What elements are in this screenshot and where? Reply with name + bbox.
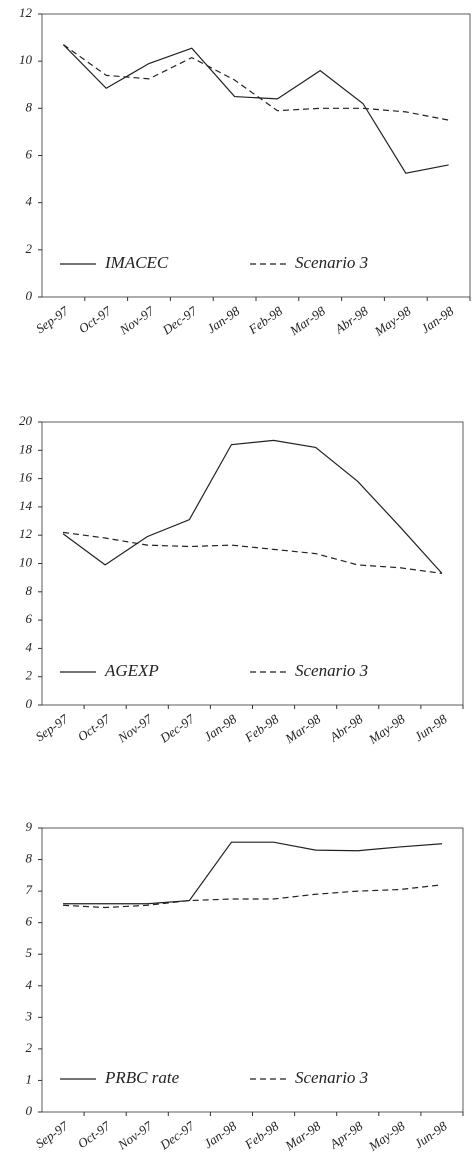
x-tick-label: Dec-97 [156,1118,197,1153]
y-tick-label: 6 [26,146,33,161]
legend-label: Scenario 3 [295,1068,368,1087]
y-tick-label: 2 [26,1040,33,1055]
y-tick-label: 3 [25,1008,33,1023]
x-tick-label: Sep-97 [33,303,72,336]
x-tick-label: Jan-98 [201,1118,240,1151]
x-tick-label: Apr-98 [326,1118,366,1152]
x-tick-label: May-98 [371,303,414,339]
y-tick-label: 0 [26,696,33,711]
data-line [63,44,449,121]
x-tick-label: Feb-98 [245,303,286,338]
x-tick-label: Feb-98 [241,711,282,746]
y-tick-label: 14 [19,498,33,513]
y-tick-label: 0 [26,1103,33,1118]
chart: 0 1 2 3 4 5 6 7 8 9 Sep-97 Oct-97 Nov-97 Dec-97 Jan-98… [25,819,464,1154]
y-tick-label: 4 [26,977,33,992]
data-line [62,439,443,574]
x-tick-label: May-98 [365,1118,408,1154]
y-tick-label: 8 [26,583,33,598]
x-tick-label: Jan-98 [204,303,243,336]
x-tick-label: May-98 [365,711,408,747]
y-tick-label: 20 [19,413,33,428]
legend-label: AGEXP [104,661,159,680]
x-tick-label: Sep-97 [33,711,72,744]
x-tick-label: Nov-97 [114,711,155,746]
legend-label: IMACEC [104,253,169,272]
data-line [62,44,449,174]
x-tick-label: Feb-98 [241,1118,282,1153]
data-line [62,531,443,574]
x-tick-label: Abr-98 [326,711,366,745]
y-tick-label: 4 [26,639,33,654]
x-tick-label: Mar-98 [286,303,328,339]
legend-label: PRBC rate [104,1068,180,1087]
x-tick-label: Jan-98 [201,711,240,744]
y-tick-label: 8 [26,851,33,866]
x-tick-label: Nov-97 [114,1118,155,1153]
y-tick-label: 0 [26,288,33,303]
data-line [63,884,443,909]
y-tick-label: 1 [26,1071,33,1086]
legend-label: Scenario 3 [295,661,368,680]
x-tick-label: Abr-98 [331,303,371,337]
y-tick-label: 5 [26,945,33,960]
y-tick-label: 12 [19,526,33,541]
data-line [63,841,442,905]
legend-label: Scenario 3 [295,253,368,272]
x-tick-label: Dec-97 [159,303,200,338]
chart: 0 2 4 6 8 10 12 14 16 18 20 Sep-97 Oct-97 Nov-97 Dec-9… [19,413,464,747]
x-tick-label: Sep-97 [33,1118,72,1151]
y-tick-label: 4 [26,194,33,209]
y-tick-label: 10 [19,52,33,67]
x-tick-label: Jan-98 [418,303,457,336]
y-tick-label: 16 [19,470,33,485]
x-tick-label: Oct-97 [75,711,114,744]
x-tick-label: Oct-97 [76,303,115,336]
x-tick-label: Mar-98 [282,711,324,747]
y-tick-label: 2 [26,668,33,683]
x-tick-label: Dec-97 [156,711,197,746]
y-tick-label: 6 [26,914,33,929]
x-tick-label: Oct-97 [75,1118,114,1151]
y-tick-label: 9 [26,819,33,834]
x-tick-label: Jun-98 [411,1118,450,1151]
x-tick-label: Jun-98 [411,711,450,744]
y-tick-label: 6 [26,611,33,626]
y-tick-label: 12 [19,5,33,20]
y-tick-label: 7 [26,882,33,897]
x-tick-label: Mar-98 [282,1118,324,1154]
y-tick-label: 10 [19,554,33,569]
y-tick-label: 18 [19,441,33,456]
y-tick-label: 2 [26,241,33,256]
x-tick-label: Nov-97 [116,303,157,338]
y-tick-label: 8 [26,99,33,114]
